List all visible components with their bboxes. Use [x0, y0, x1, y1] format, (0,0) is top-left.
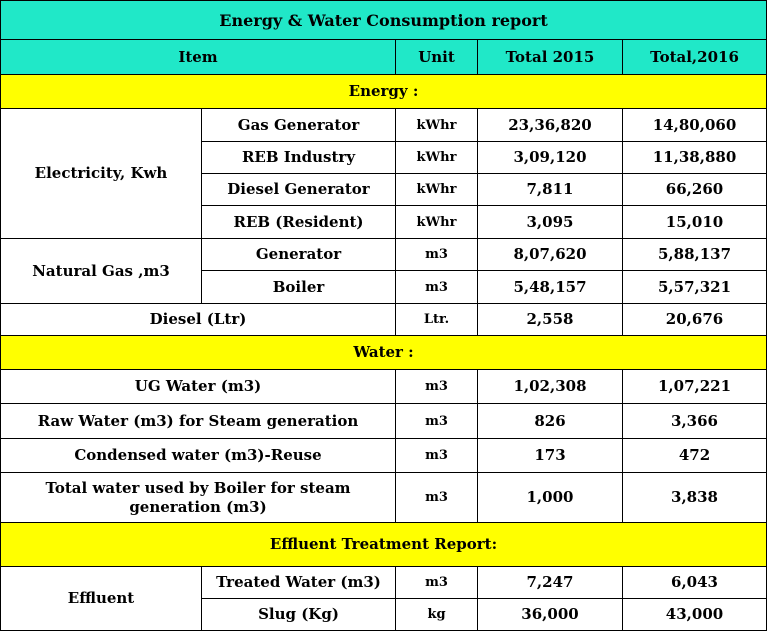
- item-cell: REB (Resident): [201, 205, 396, 239]
- report-title: Energy & Water Consumption report: [0, 0, 768, 40]
- value-2015-cell: 1,000: [477, 472, 623, 523]
- unit-cell: Ltr.: [395, 303, 478, 336]
- unit-cell: kg: [395, 598, 478, 631]
- item-cell: REB Industry: [201, 141, 396, 174]
- unit-cell: kWhr: [395, 141, 478, 174]
- value-2016-cell: 3,366: [621, 403, 768, 439]
- item-cell: Condensed water (m3)-Reuse: [0, 438, 396, 473]
- value-2015-cell: 7,247: [477, 566, 623, 599]
- item-cell: Generator: [201, 238, 396, 271]
- item-cell: Diesel Generator: [201, 173, 396, 206]
- item-cell: UG Water (m3): [0, 369, 396, 404]
- header-item: Item: [0, 39, 396, 75]
- header-total-2015: Total 2015: [477, 39, 623, 75]
- item-cell: Total water used by Boiler for steam gen…: [0, 472, 396, 523]
- table-row: UG Water (m3) m3 1,02,308 1,07,221: [0, 369, 768, 404]
- value-2015-cell: 5,48,157: [477, 270, 623, 304]
- value-2015-cell: 3,09,120: [477, 141, 623, 174]
- item-cell: Treated Water (m3): [201, 566, 396, 599]
- header-total-2016: Total,2016: [621, 39, 768, 75]
- unit-cell: m3: [395, 403, 478, 439]
- unit-cell: kWhr: [395, 173, 478, 206]
- value-2015-cell: 3,095: [477, 205, 623, 239]
- value-2016-cell: 11,38,880: [621, 141, 768, 174]
- value-2015-cell: 1,02,308: [477, 369, 623, 404]
- value-2015-cell: 2,558: [477, 303, 623, 336]
- value-2016-cell: 66,260: [621, 173, 768, 206]
- unit-cell: m3: [395, 566, 478, 599]
- table-row: REB Industry kWhr 3,09,120 11,38,880: [1, 141, 768, 174]
- value-2016-cell: 5,88,137: [621, 238, 768, 271]
- header-unit: Unit: [395, 39, 478, 75]
- unit-cell: kWhr: [395, 205, 478, 239]
- group-electricity: Electricity, Kwh: [0, 108, 202, 239]
- unit-cell: m3: [395, 472, 478, 523]
- value-2015-cell: 7,811: [477, 173, 623, 206]
- item-cell: Boiler: [201, 270, 396, 304]
- table-row: Raw Water (m3) for Steam generation m3 8…: [0, 403, 768, 439]
- value-2016-cell: 20,676: [621, 303, 768, 336]
- table-row: Effluent Treated Water (m3) m3 7,247 6,0…: [0, 566, 768, 631]
- value-2016-cell: 1,07,221: [621, 369, 768, 404]
- value-2015-cell: 826: [477, 403, 623, 439]
- table-row: Diesel (Ltr) Ltr. 2,558 20,676: [0, 303, 768, 336]
- unit-cell: m3: [395, 438, 478, 473]
- value-2016-cell: 15,010: [621, 205, 768, 239]
- table-row: Diesel Generator kWhr 7,811 66,260: [1, 173, 768, 206]
- value-2016-cell: 5,57,321: [621, 270, 768, 304]
- group-effluent: Effluent: [0, 566, 202, 631]
- item-cell: Raw Water (m3) for Steam generation: [0, 403, 396, 439]
- unit-cell: m3: [395, 238, 478, 271]
- unit-cell: m3: [395, 270, 478, 304]
- value-2015-cell: 8,07,620: [477, 238, 623, 271]
- table-row: Boiler m3 5,48,157 5,57,321: [1, 270, 768, 304]
- table-row: Slug (Kg) kg 36,000 43,000: [1, 598, 768, 631]
- section-effluent: Effluent Treatment Report:: [0, 522, 768, 567]
- unit-cell: m3: [395, 369, 478, 404]
- table-row: Natural Gas ,m3 Generator m3 8,07,620 5,…: [0, 238, 768, 304]
- value-2015-cell: 36,000: [477, 598, 623, 631]
- table-row: Condensed water (m3)-Reuse m3 173 472: [0, 438, 768, 473]
- value-2015-cell: 173: [477, 438, 623, 473]
- table-row: Total water used by Boiler for steam gen…: [0, 472, 768, 523]
- value-2016-cell: 472: [621, 438, 768, 473]
- value-2015-cell: 23,36,820: [477, 108, 623, 142]
- table-row: REB (Resident) kWhr 3,095 15,010: [1, 205, 768, 239]
- item-cell: Diesel (Ltr): [0, 303, 396, 336]
- unit-cell: kWhr: [395, 108, 478, 142]
- value-2016-cell: 3,838: [621, 472, 768, 523]
- value-2016-cell: 14,80,060: [621, 108, 768, 142]
- item-cell: Slug (Kg): [201, 598, 396, 631]
- group-natural-gas: Natural Gas ,m3: [0, 238, 202, 304]
- section-water: Water :: [0, 335, 768, 370]
- item-cell: Gas Generator: [201, 108, 396, 142]
- value-2016-cell: 6,043: [621, 566, 768, 599]
- value-2016-cell: 43,000: [621, 598, 768, 631]
- section-energy: Energy :: [0, 74, 768, 109]
- table-row: Electricity, Kwh Gas Generator kWhr 23,3…: [0, 108, 768, 239]
